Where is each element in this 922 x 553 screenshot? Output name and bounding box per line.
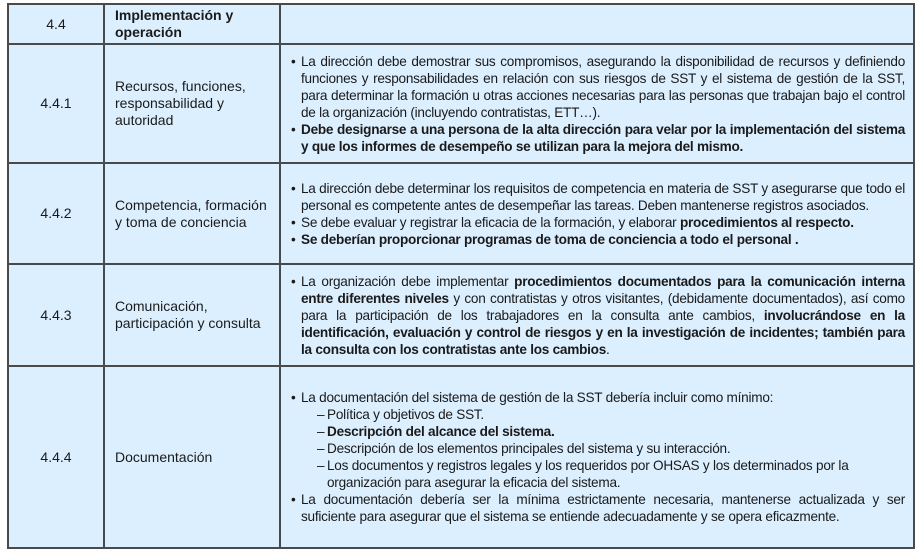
text: Se debe evaluar y registrar la eficacia …	[301, 214, 680, 230]
bullet-item: La documentación debería ser la mínima e…	[291, 491, 905, 525]
bold-text: Descripción del alcance del sistema.	[327, 424, 555, 439]
table-row: 4.4.3 Comunicación, participación y consu…	[7, 263, 915, 367]
section-title: Recursos, funciones, responsabilidad y a…	[103, 43, 281, 164]
section-content: La organización debe implementar procedi…	[279, 263, 915, 367]
sub-item: Política y objetivos de SST.	[291, 406, 905, 423]
bold-text: procedimientos documentados para la comu…	[301, 273, 905, 306]
section-code: 4.4.1	[7, 43, 105, 164]
section-code: 4.4.3	[7, 263, 105, 367]
text: La organización debe implementar	[301, 273, 515, 289]
bold-text: Debe designarse a una persona de la alta…	[301, 121, 905, 154]
text: Política y objetivos de SST.	[327, 407, 484, 422]
section-content	[279, 3, 915, 45]
section-header-row: 4.4 Implementación y operación	[7, 3, 915, 45]
text: .	[606, 341, 610, 357]
text: y con contratistas y otros visitantes, (…	[301, 290, 905, 323]
text: La dirección debe demostrar sus compromi…	[301, 53, 905, 120]
bullet-item: Se debe evaluar y registrar la eficacia …	[291, 214, 905, 231]
section-code: 4.4.4	[7, 365, 105, 549]
section-title: Competencia, formación y toma de concien…	[103, 162, 281, 265]
section-code: 4.4.2	[7, 162, 105, 265]
text: Los documentos y registros legales y los…	[327, 458, 849, 490]
table-row: 4.4.2 Competencia, formación y toma de co…	[7, 162, 915, 265]
section-title: Implementación y operación	[103, 3, 281, 45]
bullet-item: La documentación del sistema de gestión …	[291, 389, 905, 406]
section-title: Documentación	[103, 365, 281, 549]
requirements-table: 4.4 Implementación y operación 4.4.1 Recurs…	[7, 3, 915, 549]
text: La documentación del sistema de gestión …	[301, 390, 774, 405]
bullet-item: Se deberían proporcionar programas de to…	[291, 231, 905, 248]
section-content: La dirección debe demostrar sus compromi…	[279, 43, 915, 164]
bold-text: involucrándose en la identificación, eva…	[301, 307, 905, 357]
section-title: Comunicación, participación y consulta	[103, 263, 281, 367]
sub-item: Descripción de los elementos principales…	[291, 440, 905, 457]
bullet-item: Debe designarse a una persona de la alta…	[291, 121, 905, 155]
section-code: 4.4	[7, 3, 105, 45]
text: Descripción de los elementos principales…	[327, 441, 731, 456]
table-row: 4.4.1 Recursos, funciones, responsabilida…	[7, 43, 915, 164]
sub-item: Descripción del alcance del sistema.	[291, 423, 905, 440]
bullet-item: La organización debe implementar procedi…	[291, 273, 905, 358]
bullet-item: La dirección debe demostrar sus compromi…	[291, 53, 905, 121]
section-content: La documentación del sistema de gestión …	[279, 365, 915, 549]
bullet-item: La dirección debe determinar los requisi…	[291, 180, 905, 214]
text: La dirección debe determinar los requisi…	[301, 180, 905, 213]
section-content: La dirección debe determinar los requisi…	[279, 162, 915, 265]
bold-text: Se deberían proporcionar programas de to…	[301, 231, 799, 247]
bold-text: procedimientos al respecto.	[679, 214, 854, 230]
text: La documentación debería ser la mínima e…	[301, 492, 905, 524]
sub-item: Los documentos y registros legales y los…	[291, 457, 905, 491]
